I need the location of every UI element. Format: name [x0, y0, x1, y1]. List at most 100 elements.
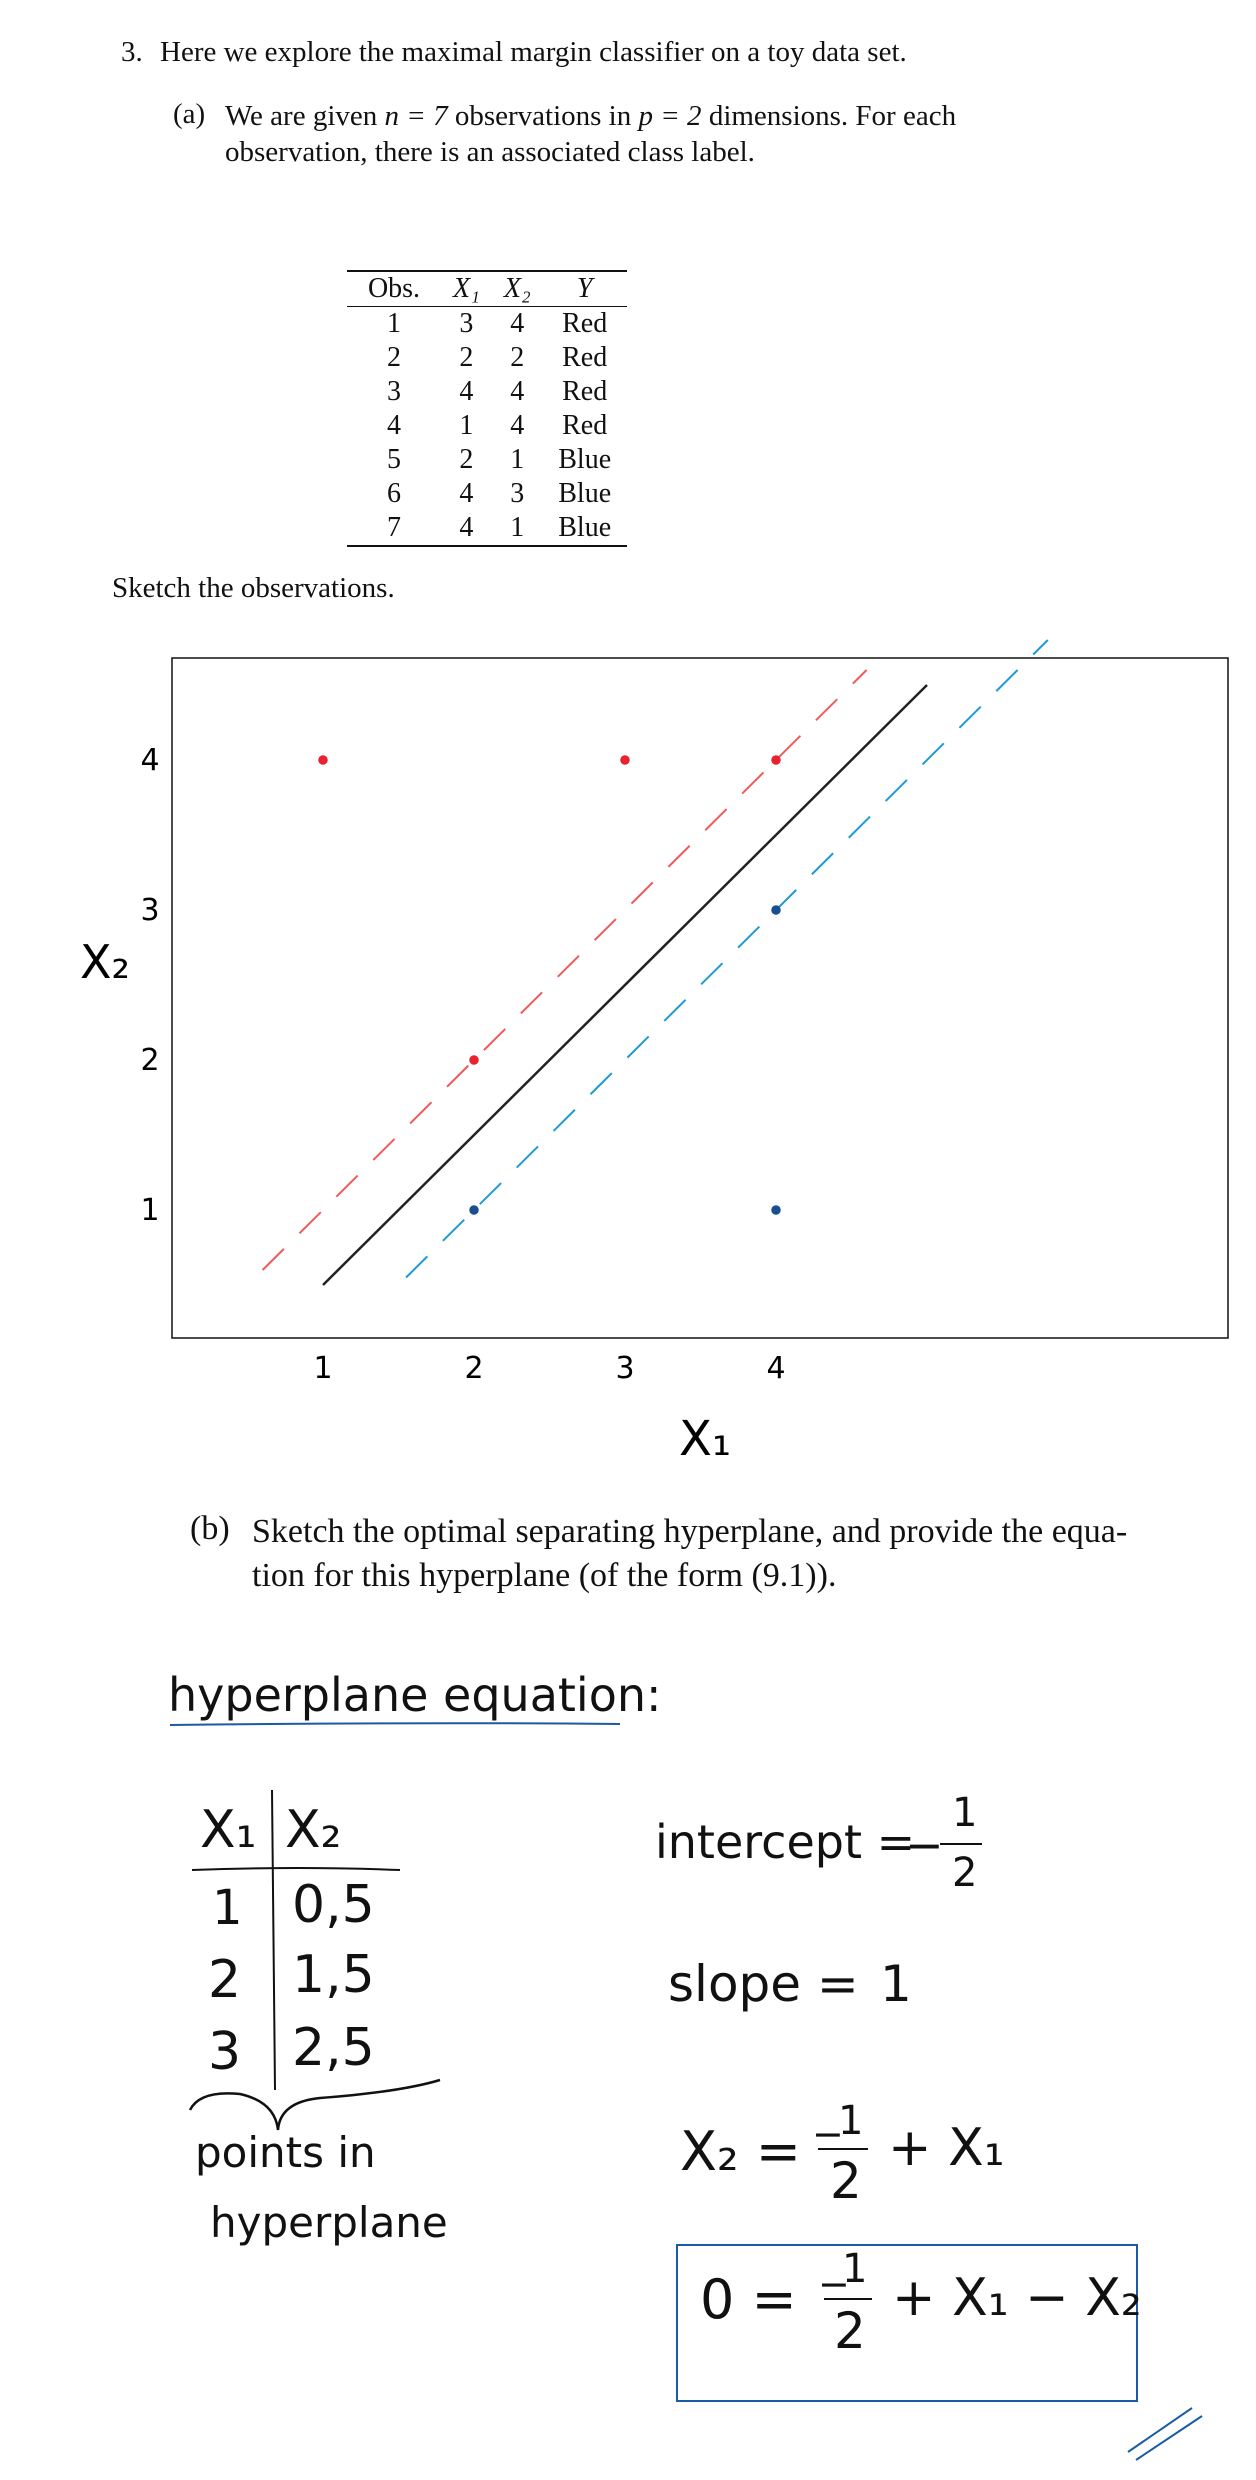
table-cell: 5 — [387, 444, 401, 475]
y-tick-label: 1 — [140, 1193, 159, 1228]
equation2-numerator: 1 — [842, 2246, 868, 2292]
intercept-denominator: 2 — [952, 1850, 978, 1896]
intercept-numerator: 1 — [952, 1790, 978, 1836]
x-tick-label: 4 — [766, 1351, 785, 1386]
y-tick-label: 2 — [140, 1043, 159, 1078]
x-tick-label: 3 — [615, 1351, 634, 1386]
table-cell: Blue — [558, 512, 612, 543]
list-item: 2,5 — [292, 2018, 375, 2078]
end-mark-icon — [1127, 2407, 1203, 2461]
table-cell: 4 — [510, 410, 525, 441]
table-cell: 2 — [387, 342, 401, 373]
y-tick-label: 4 — [140, 743, 159, 778]
question-number: 3. — [121, 36, 143, 68]
list-item: 2 — [208, 1950, 242, 2010]
table-cell: 1 — [510, 444, 525, 475]
list-item: 1 — [212, 1880, 243, 1936]
heading-underline — [169, 1722, 621, 1726]
table-cell: 1 — [510, 512, 525, 543]
plot-yticks: 1 2 3 4 — [140, 743, 159, 1228]
table-cell: 4 — [459, 376, 474, 407]
x-tick-label: 2 — [464, 1351, 483, 1386]
part-a-text: We are given n = 7 observations in p = 2… — [225, 98, 1045, 170]
sketch-prompt: Sketch the observations. — [112, 572, 395, 604]
table-row: 6 4 3 Blue — [347, 477, 627, 511]
slope-label: slope = — [668, 1955, 859, 2013]
table-cell: Red — [562, 342, 608, 373]
table-cell: Blue — [558, 444, 612, 475]
table-cell: 2 — [510, 342, 525, 373]
table-row: 3 4 4 Red — [347, 375, 627, 409]
table-cell: 1 — [459, 410, 474, 441]
part-a-text-line2: observation, there is an associated clas… — [225, 136, 755, 168]
data-point-red — [620, 755, 630, 765]
margin-line-1 — [261, 669, 868, 1271]
intercept-label: intercept = — [655, 1815, 916, 1869]
table-header-x1: X₁ — [453, 273, 480, 304]
part-b-line1: Sketch the optimal separating hyperplane… — [252, 1513, 1128, 1550]
part-b-line2: tion for this hyperplane (of the form (9… — [252, 1557, 837, 1594]
table-cell: 4 — [387, 410, 401, 441]
equation2-fraction-bar — [824, 2298, 872, 2300]
table-cell: 4 — [510, 376, 525, 407]
intercept-sign: − — [905, 1818, 944, 1872]
points-table-header-x2: X₂ — [285, 1800, 342, 1860]
notes-heading: hyperplane equation: — [168, 1668, 662, 1722]
table-cell: Red — [562, 308, 608, 339]
data-point-blue — [771, 905, 781, 915]
equation1-denominator: 2 — [830, 2152, 862, 2210]
equation1-lhs: X₂ = — [680, 2120, 802, 2183]
brace-caption-line1: points in — [195, 2128, 376, 2177]
equation1-fraction-bar — [818, 2148, 868, 2150]
final-equation-box — [676, 2244, 1138, 2402]
brace-caption-line2: hyperplane — [210, 2198, 448, 2247]
part-a-text-post: dimensions. For each — [701, 100, 957, 132]
table-cell: 3 — [459, 308, 474, 339]
equation1-numerator: 1 — [838, 2098, 864, 2144]
hyperplane-line — [322, 684, 928, 1286]
table-row: 1 3 4 Red — [347, 307, 627, 342]
part-a-text-mid: observations in — [447, 100, 639, 132]
part-b-text: Sketch the optimal separating hyperplane… — [252, 1510, 1212, 1598]
margin-line-2 — [405, 639, 1049, 1279]
equation2-denominator: 2 — [834, 2302, 866, 2360]
plot-xticks: 1 2 3 4 — [313, 1351, 785, 1386]
data-point-blue — [469, 1205, 479, 1215]
plot-lines — [261, 639, 1049, 1286]
table-cell: 2 — [459, 342, 474, 373]
points-table-grid — [191, 1789, 401, 2091]
x-axis-label: X₁ — [679, 1411, 731, 1467]
table-cell: Red — [562, 410, 608, 441]
list-item: 0,5 — [292, 1875, 375, 1935]
table-cell: 6 — [387, 478, 401, 509]
table-cell: Red — [562, 376, 608, 407]
plot-points — [318, 755, 781, 1215]
slope-value: 1 — [880, 1955, 912, 2013]
y-tick-label: 3 — [140, 893, 159, 928]
x-tick-label: 1 — [313, 1351, 332, 1386]
list-item: 3 — [208, 2022, 242, 2082]
part-a-label: (a) — [173, 98, 206, 130]
table-cell: 1 — [387, 308, 401, 339]
table-row: 4 1 4 Red — [347, 409, 627, 443]
data-point-red — [469, 1055, 479, 1065]
data-point-red — [771, 755, 781, 765]
table-header-y: Y — [576, 273, 593, 304]
table-cell: 3 — [510, 478, 525, 509]
equation1-rhs: + X₁ — [888, 2118, 1005, 2178]
table-header-x2: X₂ — [503, 273, 531, 304]
table-row: 5 2 1 Blue — [347, 443, 627, 477]
table-cell: 4 — [459, 512, 474, 543]
data-point-red — [318, 755, 328, 765]
observations-table: Obs. X₁ X₂ Y 1 3 4 Red 2 2 2 Red 3 4 4 Red 4 1 4 Red… — [347, 270, 627, 547]
data-point-blue — [771, 1205, 781, 1215]
points-table-header-x1: X₁ — [200, 1800, 257, 1860]
table-row: 2 2 2 Red — [347, 341, 627, 375]
part-a-p: p = 2 — [638, 100, 702, 132]
table-cell: Blue — [558, 478, 612, 509]
question-text: Here we explore the maximal margin class… — [160, 36, 907, 68]
table-header-obs: Obs. — [367, 273, 421, 304]
part-a-n: n = 7 — [384, 100, 448, 132]
list-item: 1,5 — [292, 1945, 375, 2005]
equation2-lhs: 0 = — [700, 2268, 797, 2331]
